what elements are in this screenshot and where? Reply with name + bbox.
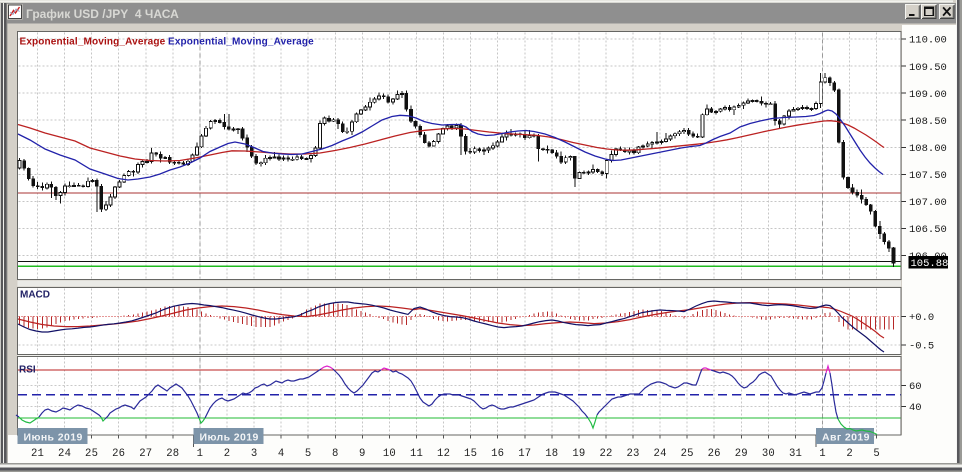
svg-text:4: 4 <box>278 448 285 460</box>
svg-text:Июнь 2019: Июнь 2019 <box>24 432 83 444</box>
svg-text:27: 27 <box>139 448 152 460</box>
svg-text:109.50: 109.50 <box>909 62 947 74</box>
svg-text:1: 1 <box>819 448 826 460</box>
svg-text:2: 2 <box>224 448 231 460</box>
svg-text:12: 12 <box>437 448 450 460</box>
svg-text:31: 31 <box>789 448 802 460</box>
svg-text:107.50: 107.50 <box>909 170 947 182</box>
svg-text:3: 3 <box>251 448 258 460</box>
svg-text:18: 18 <box>545 448 558 460</box>
svg-text:2: 2 <box>846 448 853 460</box>
svg-text:RSI: RSI <box>19 365 36 376</box>
svg-text:10: 10 <box>383 448 396 460</box>
svg-text:8: 8 <box>332 448 339 460</box>
svg-text:26: 26 <box>112 448 125 460</box>
svg-text:15: 15 <box>464 448 477 460</box>
svg-text:Авг 2019: Авг 2019 <box>822 432 870 444</box>
svg-text:109.00: 109.00 <box>909 89 947 101</box>
svg-text:5: 5 <box>873 448 880 460</box>
svg-text:9: 9 <box>359 448 366 460</box>
svg-text:40: 40 <box>909 402 922 414</box>
svg-text:24: 24 <box>654 448 667 460</box>
svg-text:25: 25 <box>681 448 694 460</box>
svg-text:28: 28 <box>166 448 179 460</box>
svg-text:MACD: MACD <box>20 290 50 301</box>
svg-text:30: 30 <box>762 448 775 460</box>
svg-text:60: 60 <box>909 381 922 393</box>
svg-text:108.50: 108.50 <box>909 116 947 128</box>
svg-text:23: 23 <box>626 448 639 460</box>
svg-text:19: 19 <box>572 448 585 460</box>
svg-text:-0.5: -0.5 <box>909 341 934 353</box>
svg-text:26: 26 <box>708 448 721 460</box>
svg-text:1: 1 <box>197 448 204 460</box>
svg-text:25: 25 <box>85 448 98 460</box>
svg-text:16: 16 <box>491 448 504 460</box>
svg-text:106.50: 106.50 <box>909 224 947 236</box>
svg-text:108.00: 108.00 <box>909 143 947 155</box>
svg-text:17: 17 <box>518 448 531 460</box>
svg-text:Exponential_Moving_Average: Exponential_Moving_Average <box>168 37 314 48</box>
svg-text:105.88: 105.88 <box>911 258 949 270</box>
svg-text:22: 22 <box>599 448 612 460</box>
svg-text:21: 21 <box>31 448 44 460</box>
svg-text:29: 29 <box>735 448 748 460</box>
svg-text:Exponential_Moving_Average: Exponential_Moving_Average <box>20 37 166 48</box>
svg-text:5: 5 <box>305 448 312 460</box>
svg-text:110.00: 110.00 <box>909 35 947 47</box>
svg-text:11: 11 <box>410 448 423 460</box>
svg-text:24: 24 <box>58 448 71 460</box>
svg-text:107.00: 107.00 <box>909 197 947 209</box>
svg-text:Июль 2019: Июль 2019 <box>200 432 259 444</box>
svg-text:+0.0: +0.0 <box>909 312 934 324</box>
svg-text:График USD /JPY 4 ЧАСА: График USD /JPY 4 ЧАСА <box>26 7 179 21</box>
